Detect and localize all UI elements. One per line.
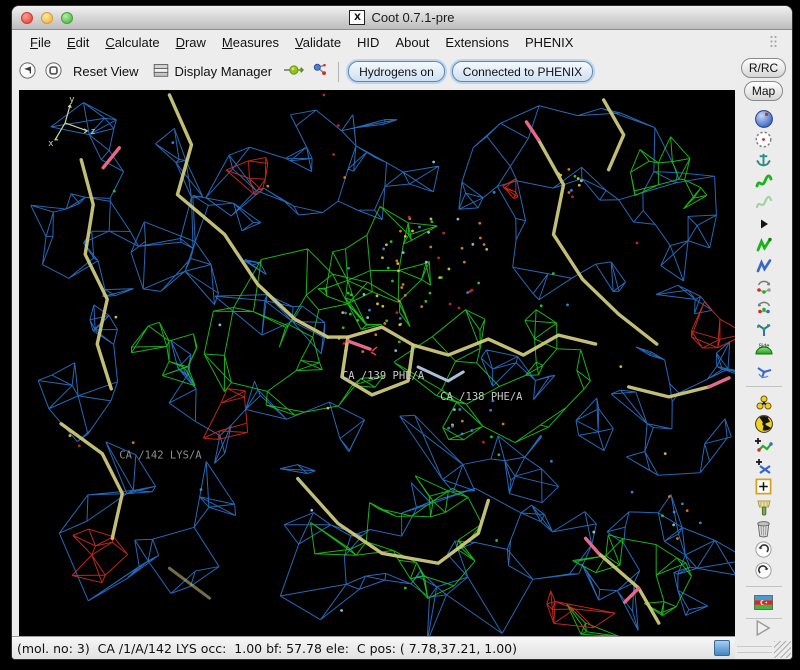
atom-label: CA /139 PHE/A — [342, 370, 425, 382]
window-body: Reset View Display Manager — [12, 55, 792, 659]
recentring-icon[interactable] — [750, 129, 778, 150]
status-text: (mol. no: 3) CA /1/A/142 LYS occ: 1.00 b… — [17, 640, 517, 656]
add-alt-conf-icon[interactable] — [750, 455, 778, 476]
rotamers-icon[interactable] — [750, 255, 778, 276]
side-toolbar-separator — [745, 386, 782, 387]
menu-item-draw[interactable]: Draw — [175, 35, 206, 50]
display-manager-button[interactable]: Display Manager — [149, 60, 276, 84]
menu-item-measures[interactable]: Measures — [221, 35, 280, 50]
modelling-icon-stack: Side — [745, 108, 782, 624]
toolbar: Reset View Display Manager — [12, 55, 735, 88]
menu-item-about[interactable]: About — [395, 35, 430, 50]
menu-bar: File Edit Calculate Draw Measures Validate HID… — [12, 30, 792, 55]
side-toolbar-separator — [745, 618, 782, 619]
status-bar: (mol. no: 3) CA /1/A/142 LYS occ: 1.00 b… — [12, 636, 735, 659]
x11-icon: X — [349, 10, 366, 25]
side-toolbar-separator — [745, 586, 782, 587]
fixed-atoms-icon[interactable] — [750, 213, 778, 234]
map-button[interactable]: Map — [743, 81, 784, 101]
axis-label-x: x — [48, 139, 54, 149]
hydrogens-toggle-button[interactable]: Hydrogens on — [348, 61, 445, 82]
phenix-connection-label: Connected to PHENIX — [462, 64, 583, 79]
menu-item-validate[interactable]: Validate — [295, 35, 342, 50]
window-title-area: X Coot 0.7.1-pre — [12, 10, 792, 25]
back-view-icon[interactable] — [18, 61, 37, 83]
menubar-grip-handle[interactable] — [769, 34, 778, 52]
regularize-icon[interactable] — [750, 192, 778, 213]
minimize-button[interactable] — [41, 11, 53, 24]
close-button[interactable] — [21, 11, 33, 24]
title-bar[interactable]: X Coot 0.7.1-pre — [12, 6, 792, 30]
hydrogens-toggle-label: Hydrogens on — [359, 64, 434, 79]
mutate-autofit-icon[interactable] — [750, 392, 778, 413]
redo-icon[interactable] — [750, 560, 778, 581]
delete-item-icon[interactable] — [750, 518, 778, 539]
edit-chi-angles-icon[interactable] — [750, 276, 778, 297]
add-terminal-residue-icon[interactable] — [750, 434, 778, 455]
svg-text:Side: Side — [758, 343, 769, 349]
display-manager-icon — [152, 62, 170, 82]
play-button[interactable] — [751, 618, 773, 643]
status-blue-chip-icon — [714, 640, 730, 656]
simple-mutate-icon[interactable] — [750, 413, 778, 434]
menu-item-calculate[interactable]: Calculate — [105, 35, 160, 50]
zoom-button[interactable] — [61, 11, 73, 24]
side-toolbar-rule — [737, 646, 772, 653]
record-view-icon[interactable] — [44, 61, 63, 83]
atom-label: CA /142 LYS/A — [119, 450, 202, 462]
resize-grip[interactable] — [774, 641, 791, 658]
place-atom-icon[interactable] — [750, 476, 778, 497]
phenix-connection-button[interactable]: Connected to PHENIX — [451, 61, 594, 82]
undo-icon[interactable] — [750, 539, 778, 560]
model-globe-icon[interactable] — [750, 108, 778, 129]
axis-label-y: y — [69, 95, 75, 105]
toolbar-separator — [338, 61, 340, 82]
real-space-refine-icon[interactable] — [750, 171, 778, 192]
side-chain-180-icon[interactable]: Side — [750, 339, 778, 360]
menu-item-edit[interactable]: Edit — [66, 35, 90, 50]
menu-item-extensions[interactable]: Extensions — [445, 35, 510, 50]
graphics-canvas[interactable]: y x z CA /139 PHE/A CA /138 PHE/A CA /142 LYS… — [19, 90, 735, 636]
map-label: Map — [751, 84, 776, 98]
axis-label-z: z — [90, 127, 95, 137]
reset-view-label: Reset View — [73, 64, 139, 79]
jed-flip-icon[interactable] — [750, 360, 778, 381]
refmac-flag-icon[interactable] — [750, 592, 778, 613]
menu-item-file[interactable]: File — [30, 35, 51, 50]
torsion-general-icon[interactable] — [750, 297, 778, 318]
traffic-lights — [21, 11, 73, 24]
window-title: Coot 0.7.1-pre — [371, 10, 455, 25]
atom-label: CA /138 PHE/A — [440, 391, 523, 403]
side-toolbar: R/RC Map Side — [735, 55, 792, 659]
anchor-icon[interactable] — [750, 150, 778, 171]
brush-icon[interactable] — [750, 497, 778, 518]
molecule-icon[interactable] — [311, 61, 329, 82]
rrc-button[interactable]: R/RC — [740, 58, 787, 78]
display-manager-label: Display Manager — [174, 64, 273, 79]
rrc-label: R/RC — [748, 61, 779, 75]
go-to-atom-icon[interactable] — [282, 61, 305, 82]
menu-item-phenix[interactable]: PHENIX — [525, 35, 574, 50]
auto-fit-rotamer-icon[interactable] — [750, 234, 778, 255]
coot-window: X Coot 0.7.1-pre File Edit Calculate Draw Me… — [11, 5, 793, 660]
menu-item-hid[interactable]: HID — [357, 35, 380, 50]
flip-peptide-icon[interactable] — [750, 318, 778, 339]
reset-view-button[interactable]: Reset View — [70, 62, 142, 81]
main-column: Reset View Display Manager — [12, 55, 735, 659]
